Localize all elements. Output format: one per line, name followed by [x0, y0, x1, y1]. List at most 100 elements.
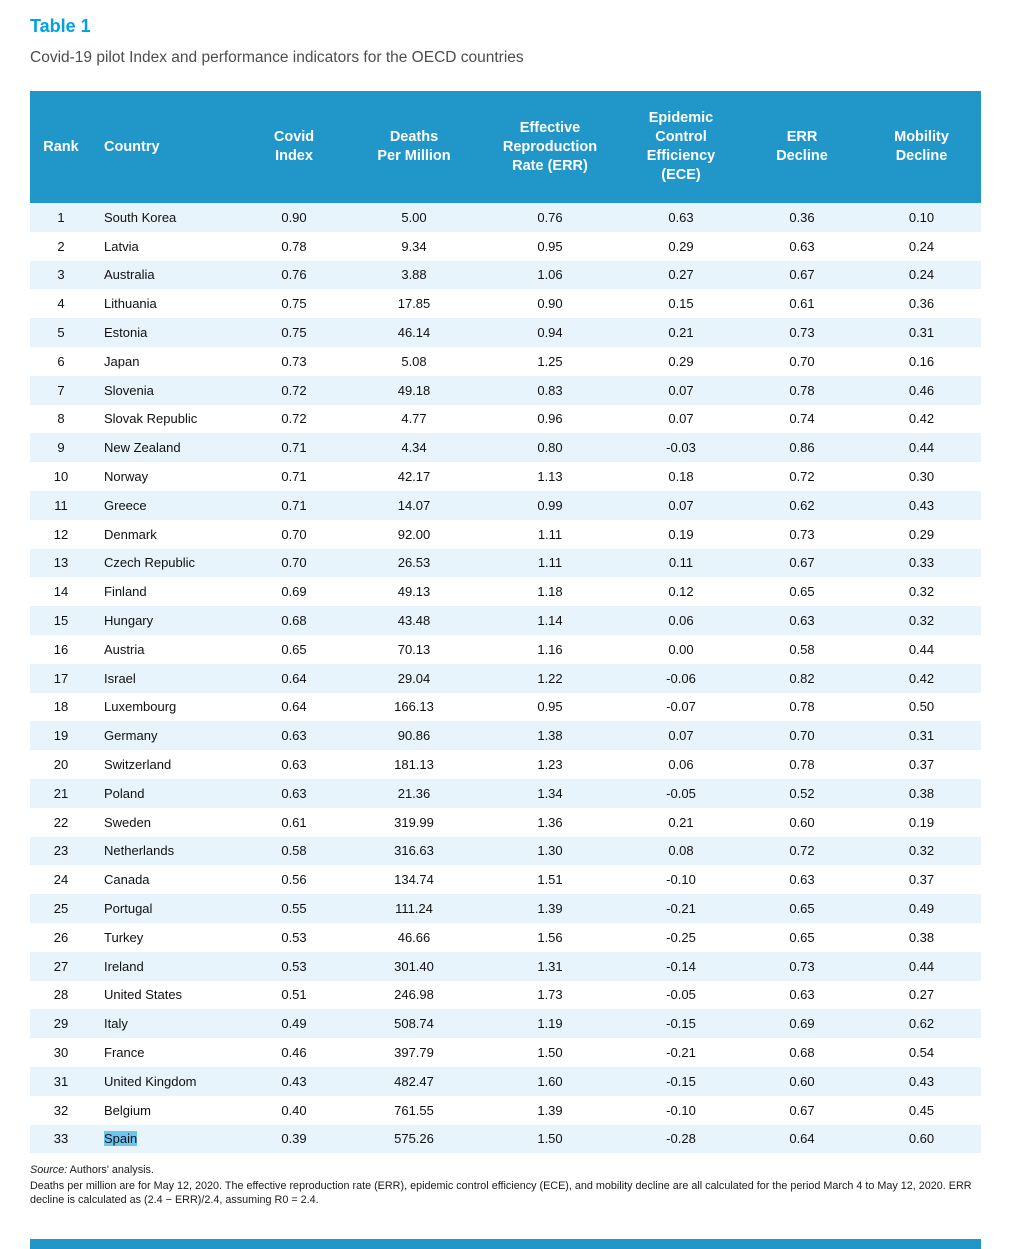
- country-cell: Greece: [104, 497, 147, 513]
- column-header-rank: Rank: [30, 91, 92, 203]
- data-table: Rank Country Covid Index Deaths Per Mill…: [30, 91, 981, 1154]
- country-cell: Denmark: [104, 526, 157, 542]
- table-row: 29 Italy 0.49 508.74 1.19 -0.15 0.69 0.62: [30, 1009, 981, 1039]
- err-cell: 0.90: [537, 296, 563, 312]
- deaths-per-million-cell: 43.48: [397, 613, 431, 629]
- err-decline-cell: 0.70: [789, 728, 815, 744]
- err-decline-cell: 0.61: [789, 296, 815, 312]
- country-cell: Latvia: [104, 238, 139, 254]
- err-cell: 1.19: [537, 1016, 563, 1032]
- mobility-decline-cell: 0.10: [908, 209, 935, 225]
- column-header-err: Effective Reproduction Rate (ERR): [480, 91, 620, 203]
- table-row: 26 Turkey 0.53 46.66 1.56 -0.25 0.65 0.38: [30, 923, 981, 952]
- mobility-decline-cell: 0.24: [908, 267, 935, 283]
- err-decline-cell: 0.69: [789, 1016, 815, 1032]
- deaths-per-million-cell: 316.63: [394, 843, 434, 859]
- deaths-per-million-cell: 21.36: [397, 785, 431, 801]
- covid-index-cell: 0.64: [281, 670, 307, 686]
- next-table-header-edge: [30, 1239, 981, 1249]
- mobility-decline-cell: 0.43: [908, 1073, 935, 1089]
- table-row: 25 Portugal 0.55 111.24 1.39 -0.21 0.65 0.49: [30, 894, 981, 923]
- mobility-decline-cell: 0.49: [908, 901, 935, 917]
- err-decline-cell: 0.65: [789, 929, 815, 945]
- covid-index-cell: 0.58: [281, 843, 307, 859]
- table-row: 7 Slovenia 0.72 49.18 0.83 0.07 0.78 0.46: [30, 375, 981, 405]
- table-row: 8 Slovak Republic 0.72 4.77 0.96 0.07 0.74 0.42: [30, 405, 981, 434]
- err-decline-cell: 0.78: [789, 699, 815, 715]
- err-decline-cell: 0.70: [789, 353, 815, 369]
- table-row: 33 Spain 0.39 575.26 1.50 -0.28 0.64 0.60: [30, 1124, 981, 1154]
- rank-cell: 7: [57, 382, 65, 398]
- err-decline-cell: 0.74: [789, 411, 815, 427]
- rank-cell: 4: [57, 296, 65, 312]
- mobility-decline-cell: 0.24: [908, 238, 935, 254]
- mobility-decline-cell: 0.31: [908, 728, 935, 744]
- mobility-decline-cell: 0.44: [908, 958, 935, 974]
- deaths-per-million-cell: 92.00: [397, 526, 431, 542]
- ece-cell: 0.21: [668, 814, 694, 830]
- deaths-per-million-cell: 26.53: [397, 555, 431, 571]
- table-row: 12 Denmark 0.70 92.00 1.11 0.19 0.73 0.29: [30, 520, 981, 549]
- err-cell: 1.11: [537, 526, 563, 542]
- err-cell: 1.31: [537, 958, 563, 974]
- ece-cell: -0.15: [666, 1016, 696, 1032]
- country-cell: Czech Republic: [104, 555, 196, 571]
- mobility-decline-cell: 0.42: [908, 411, 935, 427]
- err-decline-cell: 0.60: [789, 814, 815, 830]
- table-caption: Covid-19 pilot Index and performance ind…: [30, 49, 524, 66]
- covid-index-cell: 0.72: [281, 411, 307, 427]
- rank-cell: 29: [53, 1016, 69, 1032]
- covid-index-cell: 0.65: [281, 641, 307, 657]
- table-row: 1 South Korea 0.90 5.00 0.76 0.63 0.36 0.10: [30, 203, 981, 232]
- err-decline-cell: 0.67: [789, 1102, 815, 1118]
- err-cell: 1.22: [537, 670, 563, 686]
- covid-index-cell: 0.68: [281, 613, 307, 629]
- err-cell: 1.13: [537, 469, 563, 485]
- deaths-per-million-cell: 246.98: [394, 987, 434, 1003]
- err-cell: 1.50: [537, 1131, 563, 1147]
- deaths-per-million-cell: 70.13: [397, 641, 431, 657]
- country-cell: Finland: [104, 584, 147, 600]
- table-header-row: Rank Country Covid Index Deaths Per Mill…: [30, 91, 981, 203]
- ece-cell: -0.25: [666, 929, 696, 945]
- ece-cell: -0.07: [666, 699, 696, 715]
- source-line: Source: Authors' analysis.: [30, 1163, 981, 1178]
- country-cell: Turkey: [104, 929, 144, 945]
- column-header-deaths-per-million: Deaths Per Million: [348, 91, 480, 203]
- err-decline-cell: 0.72: [789, 469, 815, 485]
- err-decline-cell: 0.73: [789, 325, 815, 341]
- err-decline-cell: 0.73: [789, 526, 815, 542]
- country-cell: Italy: [104, 1016, 128, 1032]
- country-cell: France: [104, 1045, 145, 1060]
- covid-index-cell: 0.73: [281, 353, 307, 369]
- mobility-decline-cell: 0.38: [908, 785, 935, 801]
- rank-cell: 12: [53, 526, 69, 542]
- deaths-per-million-cell: 90.86: [397, 728, 431, 744]
- mobility-decline-cell: 0.30: [908, 469, 935, 485]
- ece-cell: 0.07: [668, 497, 694, 513]
- covid-index-cell: 0.75: [281, 296, 307, 312]
- ece-cell: 0.12: [668, 584, 694, 600]
- err-decline-cell: 0.86: [789, 440, 815, 456]
- deaths-per-million-cell: 111.24: [395, 901, 433, 917]
- deaths-per-million-cell: 46.14: [397, 325, 431, 341]
- covid-index-cell: 0.90: [281, 209, 307, 225]
- ece-cell: 0.07: [668, 382, 694, 398]
- deaths-per-million-cell: 14.07: [397, 497, 431, 513]
- mobility-decline-cell: 0.43: [908, 497, 935, 513]
- country-cell: Estonia: [104, 325, 148, 341]
- covid-index-cell: 0.71: [281, 469, 307, 485]
- column-header-err-decline: ERR Decline: [742, 91, 862, 203]
- table-row: 28 United States 0.51 246.98 1.73 -0.05 0.63 0.…: [30, 981, 981, 1010]
- err-cell: 1.06: [537, 267, 563, 283]
- table-row: 20 Switzerland 0.63 181.13 1.23 0.06 0.78 0.37: [30, 750, 981, 779]
- rank-cell: 27: [53, 958, 69, 974]
- covid-index-cell: 0.51: [281, 987, 307, 1003]
- ece-cell: 0.06: [668, 613, 694, 629]
- err-decline-cell: 0.58: [789, 641, 815, 657]
- deaths-per-million-cell: 4.77: [401, 411, 427, 427]
- deaths-per-million-cell: 181.13: [394, 757, 434, 773]
- mobility-decline-cell: 0.62: [908, 1016, 935, 1032]
- country-cell: Lithuania: [104, 296, 157, 312]
- ece-cell: 0.11: [668, 555, 694, 571]
